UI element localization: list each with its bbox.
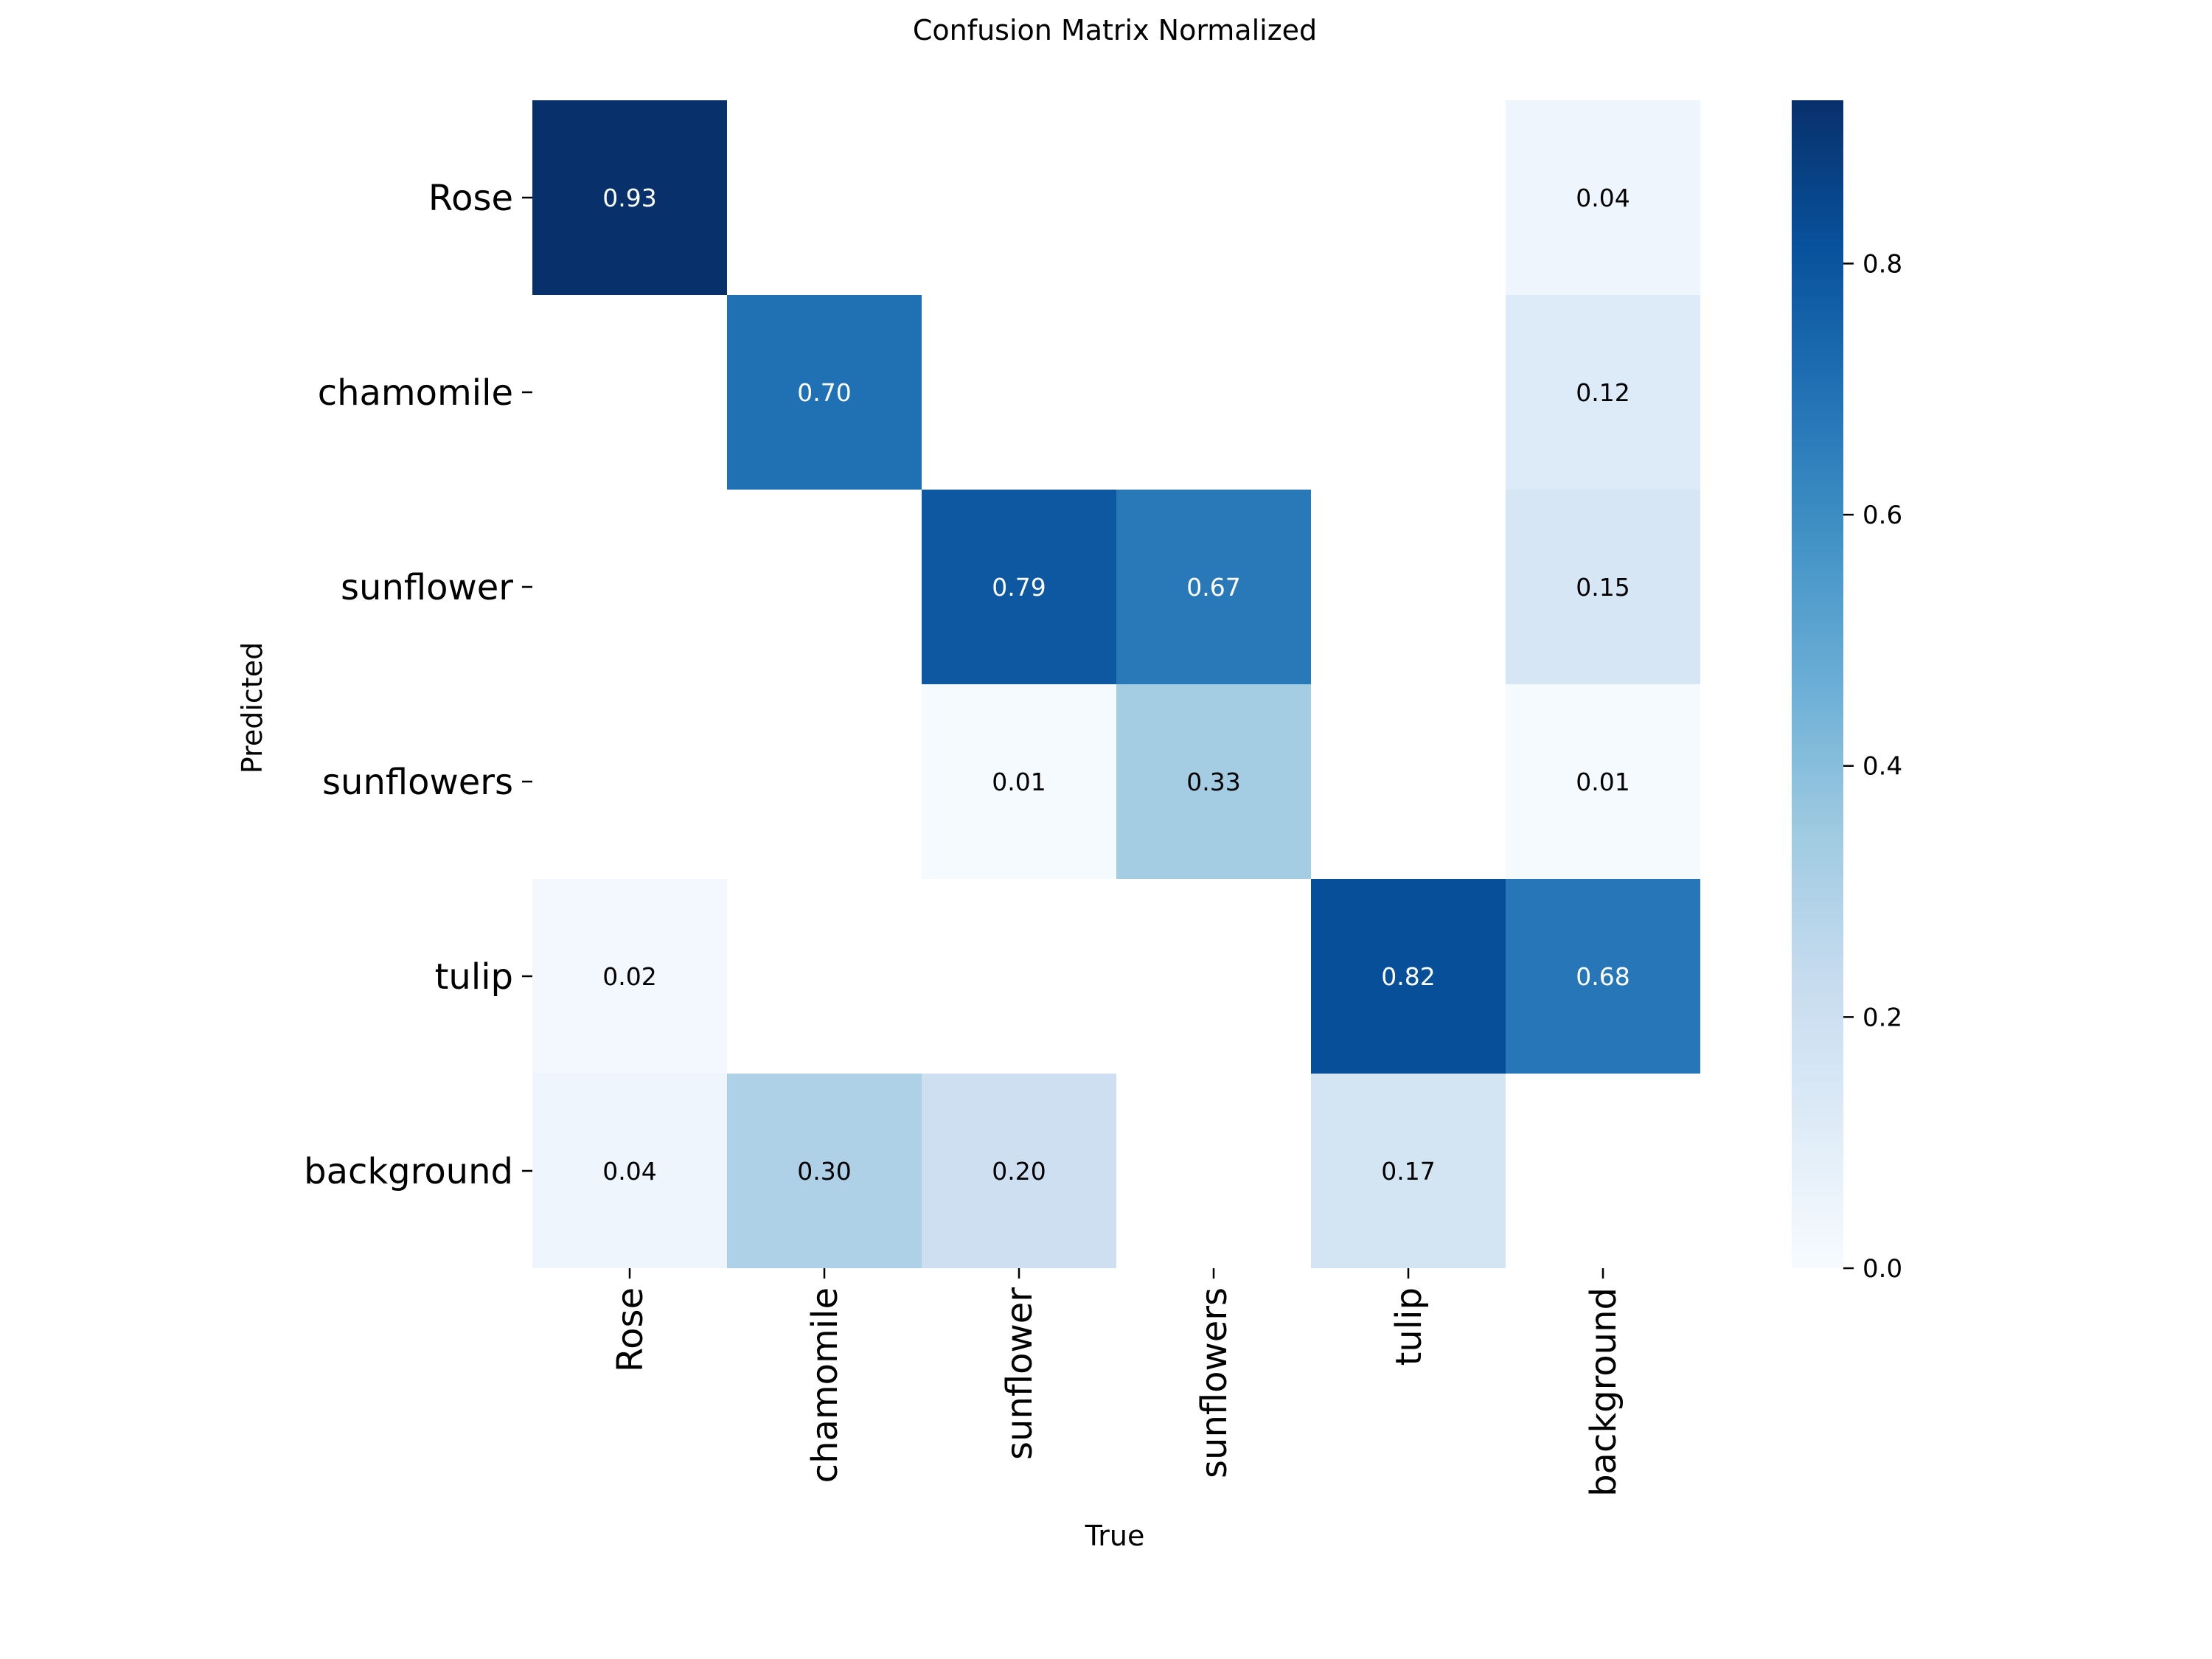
y-axis-title: Predicted: [236, 642, 268, 773]
heatmap-cell: [1116, 490, 1311, 684]
y-tick-label: sunflowers: [322, 762, 513, 803]
colorbar-tick-label: 0.2: [1863, 1003, 1902, 1032]
heatmap-cells: [532, 100, 1700, 1268]
heatmap-cell: [1311, 1074, 1506, 1268]
x-tick-label: chamomile: [804, 1287, 846, 1483]
heatmap-cell: [532, 879, 727, 1074]
x-tick-label: Rose: [610, 1287, 651, 1372]
cell-value-label: 0.01: [992, 768, 1046, 796]
x-tick-label: background: [1583, 1287, 1624, 1497]
y-axis-ticks: Rose chamomile sunflower sunflowers tulip bac…: [304, 178, 532, 1192]
heatmap-cell: [1506, 490, 1700, 684]
heatmap-cell: [727, 295, 922, 490]
colorbar-tick-label: 0.0: [1863, 1254, 1902, 1284]
heatmap-cell: [922, 684, 1116, 879]
heatmap-cell: [727, 1074, 922, 1268]
cell-value-label: 0.30: [797, 1157, 851, 1186]
cell-value-label: 0.33: [1186, 768, 1240, 796]
cell-value-label: 0.67: [1186, 573, 1240, 602]
y-tick-label: chamomile: [318, 372, 513, 414]
cell-value-label: 0.01: [1576, 768, 1630, 796]
colorbar-ticks: 0.0 0.2 0.4 0.6 0.8: [1843, 249, 1902, 1284]
heatmap-cell: [532, 100, 727, 295]
x-axis-ticks: Rose chamomile sunflower sunflowers tulip bac…: [610, 1268, 1624, 1497]
colorbar-tick-label: 0.8: [1863, 249, 1902, 279]
cell-value-label: 0.15: [1576, 573, 1630, 602]
heatmap-cell: [1311, 879, 1506, 1074]
cell-value-label: 0.17: [1381, 1157, 1435, 1186]
x-tick-label: sunflower: [999, 1287, 1040, 1460]
heatmap-cell: [1506, 684, 1700, 879]
cell-value-label: 0.02: [602, 962, 656, 991]
heatmap-cell: [1506, 879, 1700, 1074]
x-tick-label: sunflowers: [1194, 1287, 1235, 1478]
heatmap-cell: [1116, 684, 1311, 879]
colorbar-tick-label: 0.4: [1863, 752, 1902, 782]
heatmap-cell: [922, 490, 1116, 684]
y-tick-label: Rose: [428, 178, 513, 219]
cell-value-label: 0.79: [992, 573, 1046, 602]
cell-value-label: 0.12: [1576, 378, 1630, 407]
y-tick-label: sunflower: [341, 567, 513, 608]
cell-value-label: 0.70: [797, 378, 851, 407]
colorbar-tick-label: 0.6: [1863, 501, 1902, 530]
x-axis-title: True: [1085, 1520, 1145, 1552]
heatmap-cell: [1506, 295, 1700, 490]
cell-value-label: 0.93: [602, 184, 656, 212]
cell-value-label: 0.04: [602, 1157, 656, 1186]
y-tick-label: background: [304, 1151, 513, 1192]
cell-value-label: 0.04: [1576, 184, 1630, 212]
heatmap-cell: [922, 1074, 1116, 1268]
colorbar: [1792, 100, 1843, 1268]
y-tick-label: tulip: [435, 956, 513, 998]
cell-value-label: 0.68: [1576, 962, 1630, 991]
heatmap-cell: [1506, 100, 1700, 295]
x-tick-label: tulip: [1388, 1287, 1430, 1366]
heatmap-cell: [532, 1074, 727, 1268]
chart-title: Confusion Matrix Normalized: [913, 14, 1317, 46]
heatmap-cell-labels: 0.93 0.04 0.70 0.12 0.79 0.67 0.15 0.01 0.33 0.01…: [602, 184, 1630, 1186]
cell-value-label: 0.82: [1381, 962, 1435, 991]
cell-value-label: 0.20: [992, 1157, 1046, 1186]
